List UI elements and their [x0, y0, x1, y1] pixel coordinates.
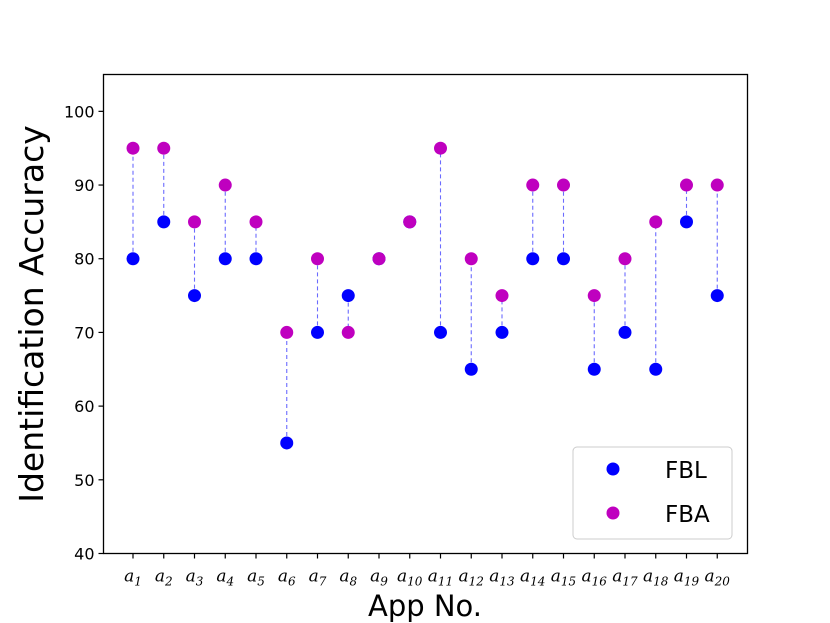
point-fba-15 — [557, 178, 570, 192]
x-tick-label-16: a16 — [582, 567, 608, 589]
point-fba-1 — [126, 141, 140, 155]
point-fba-16 — [587, 289, 601, 303]
point-fba-3 — [188, 215, 201, 229]
point-fbl-3 — [188, 289, 201, 303]
x-tick-label-1: a1 — [124, 567, 142, 589]
point-fbl-20 — [710, 289, 724, 303]
point-fba-14 — [526, 178, 540, 192]
x-tick-label-8: a8 — [339, 567, 357, 589]
point-fba-8 — [341, 325, 355, 339]
point-fbl-16 — [587, 362, 601, 376]
plot-frame — [102, 73, 749, 555]
y-tick-label-80: 80 — [74, 250, 94, 269]
point-fbl-7 — [311, 325, 324, 339]
point-fba-19 — [680, 178, 693, 192]
x-tick-label-20: a20 — [705, 567, 731, 589]
legend-label-fbl: FBL — [665, 458, 707, 484]
x-axis-title: App No. — [368, 589, 482, 623]
point-fbl-11 — [434, 325, 447, 339]
point-fbl-1 — [126, 252, 140, 266]
x-tick-label-15: a15 — [551, 567, 576, 589]
connector-lines — [132, 148, 718, 443]
point-fba-9 — [372, 252, 386, 266]
y-tick-label-70: 70 — [74, 323, 94, 342]
point-fba-20 — [710, 178, 724, 192]
y-tick-label-50: 50 — [74, 471, 94, 490]
x-tick-label-4: a4 — [216, 567, 234, 589]
point-fba-18 — [649, 215, 663, 229]
legend: FBL FBA — [572, 446, 733, 540]
legend-label-fba: FBA — [665, 502, 710, 528]
point-fbl-19 — [680, 215, 693, 229]
point-fba-17 — [618, 252, 632, 266]
x-tick-label-7: a7 — [309, 567, 327, 589]
point-fbl-17 — [618, 325, 632, 339]
x-tick-label-2: a2 — [155, 567, 173, 589]
point-fbl-6 — [280, 436, 294, 450]
point-fba-5 — [249, 215, 263, 229]
point-fbl-5 — [249, 252, 263, 266]
x-tick-label-12: a12 — [459, 567, 484, 589]
point-fba-7 — [311, 252, 324, 266]
y-tick-label-100: 100 — [64, 102, 95, 121]
y-tick-label-40: 40 — [74, 545, 94, 564]
x-tick-label-3: a3 — [186, 567, 204, 589]
point-fba-13 — [495, 289, 509, 303]
x-tick-label-9: a9 — [370, 567, 388, 589]
data-points — [126, 141, 724, 450]
point-fbl-14 — [526, 252, 540, 266]
x-axis: a1 a2 a3 a4 a5 a6 a7 a8 a9 a10 a11 a12 a13 a14 a15 a16 a… — [124, 553, 731, 589]
legend-marker-fbl — [606, 462, 620, 476]
x-tick-label-19: a19 — [674, 567, 700, 589]
x-tick-label-10: a10 — [397, 567, 423, 589]
point-fba-6 — [280, 325, 294, 339]
x-tick-label-13: a13 — [489, 567, 515, 589]
point-fba-2 — [157, 141, 171, 155]
point-fbl-2 — [157, 215, 171, 229]
point-fba-11 — [434, 141, 447, 155]
point-fbl-15 — [557, 252, 570, 266]
x-tick-label-17: a17 — [612, 567, 638, 589]
x-tick-label-6: a6 — [278, 567, 296, 589]
point-fbl-12 — [464, 362, 478, 376]
point-fba-10 — [403, 215, 417, 229]
x-tick-label-5: a5 — [247, 567, 265, 589]
legend-marker-fba — [606, 506, 620, 520]
point-fba-12 — [464, 252, 478, 266]
point-fbl-4 — [218, 252, 232, 266]
y-axis-title: Identification Accuracy — [12, 125, 51, 503]
x-tick-label-14: a14 — [520, 567, 545, 589]
point-fbl-8 — [341, 289, 355, 303]
point-fba-4 — [218, 178, 232, 192]
y-tick-label-90: 90 — [74, 176, 94, 195]
y-axis: 40 50 60 70 80 90 100 — [64, 102, 104, 564]
y-tick-label-60: 60 — [74, 397, 94, 416]
x-tick-label-18: a18 — [643, 567, 669, 589]
x-tick-label-11: a11 — [428, 567, 453, 589]
point-fbl-13 — [495, 325, 509, 339]
point-fbl-18 — [649, 362, 663, 376]
